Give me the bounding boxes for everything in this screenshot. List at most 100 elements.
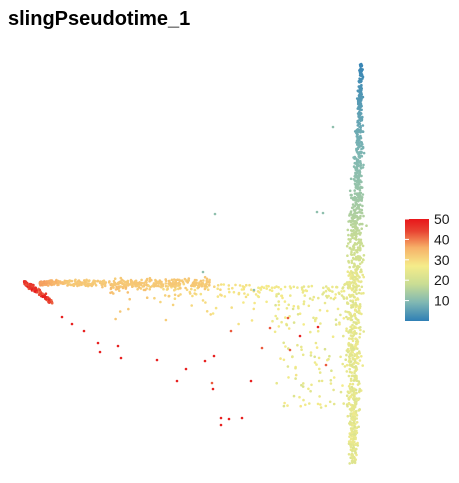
scatter-point-1294 <box>237 322 240 326</box>
scatter-point-1713 <box>153 284 156 288</box>
scatter-point-727 <box>349 438 353 441</box>
scatter-point-501 <box>348 435 351 439</box>
scatter-point-118 <box>358 359 362 362</box>
scatter-point-1065 <box>354 436 357 439</box>
scatter-point-1323 <box>167 294 171 298</box>
scatter-point-970 <box>357 291 361 295</box>
scatter-point-1397 <box>342 297 346 300</box>
scatter-point-665 <box>348 363 352 367</box>
scatter-point-1647 <box>93 281 96 285</box>
scatter-point-1336 <box>301 353 305 357</box>
scatter-point-1326 <box>126 291 130 294</box>
scatter-point-15 <box>350 250 353 254</box>
scatter-point-1757 <box>102 279 106 283</box>
scatter-point-1090 <box>358 208 361 211</box>
scatter-point-1021 <box>351 339 355 343</box>
scatter-point-1798 <box>134 279 138 283</box>
scatter-point-1123 <box>296 286 299 289</box>
scatter-point-793 <box>349 360 353 363</box>
scatter-point-1293 <box>298 312 302 316</box>
scatter-point-1209 <box>277 286 280 289</box>
scatter-point-1033 <box>355 447 358 451</box>
scatter-point-440 <box>349 379 353 383</box>
scatter-point-1407 <box>300 348 303 352</box>
scatter-point-1108 <box>145 296 149 300</box>
scatter-point-1188 <box>118 289 121 293</box>
scatter-point-1483 <box>187 277 191 280</box>
scatter-point-986 <box>357 122 361 126</box>
scatter-point-1380 <box>312 295 316 299</box>
scatter-point-869 <box>359 88 362 91</box>
scatter-point-631 <box>362 291 365 295</box>
scatter-point-1318 <box>271 319 274 323</box>
scatter-point-1300 <box>171 303 175 307</box>
scatter-point-1223 <box>274 314 278 318</box>
scatter-point-1479 <box>164 284 168 288</box>
scatter-point-1069 <box>359 238 363 242</box>
scatter-point-489 <box>351 229 354 233</box>
scatter-point-1759 <box>88 282 91 286</box>
scatter-point-649 <box>353 182 357 185</box>
scatter-point-435 <box>354 316 358 320</box>
scatter-point-1399 <box>296 313 300 316</box>
scatter-point-1986 <box>249 379 253 383</box>
scatter-point-1083 <box>362 330 366 333</box>
scatter-point-1093 <box>356 146 360 149</box>
scatter-point-655 <box>349 240 352 243</box>
scatter-point-581 <box>346 254 349 257</box>
scatter-point-773 <box>349 325 352 329</box>
scatter-point-1096 <box>354 392 357 395</box>
scatter-point-1374 <box>342 289 346 293</box>
scatter-point-1352 <box>341 384 344 387</box>
scatter-point-699 <box>353 325 356 328</box>
scatter-point-1298 <box>216 284 220 287</box>
scatter-point-1815 <box>201 281 204 285</box>
scatter-point-1478 <box>184 286 187 290</box>
scatter-point-1388 <box>282 404 286 408</box>
scatter-point-994 <box>355 453 358 457</box>
scatter-point-412 <box>352 222 355 226</box>
scatter-point-1265 <box>219 293 222 297</box>
scatter-point-1965 <box>47 298 51 302</box>
scatter-point-1054 <box>349 354 353 358</box>
scatter-point-1997 <box>331 125 335 129</box>
scatter-point-1989 <box>316 325 320 329</box>
scatter-point-1709 <box>197 282 201 286</box>
scatter-point-1406 <box>341 362 345 366</box>
scatter-point-1816 <box>112 279 116 283</box>
scatter-point-1032 <box>352 313 356 317</box>
scatter-point-1095 <box>356 158 360 162</box>
scatter-point-788 <box>354 289 357 292</box>
scatter-point-1387 <box>317 379 321 383</box>
scatter-point-1710 <box>170 284 174 288</box>
scatter-point-1402 <box>285 307 289 310</box>
scatter-point-1425 <box>317 296 320 300</box>
scatter-point-110 <box>353 242 357 245</box>
scatter-point-975 <box>360 118 363 121</box>
scatter-point-1350 <box>294 373 298 377</box>
scatter-point-1094 <box>359 73 363 77</box>
scatter-point-1045 <box>350 223 353 227</box>
scatter-point-1121 <box>128 297 131 301</box>
scatter-point-1314 <box>328 289 332 293</box>
scatter-point-244 <box>343 365 347 368</box>
scatter-point-1557 <box>126 283 130 286</box>
scatter-point-792 <box>354 410 358 414</box>
scatter-point-1283 <box>289 286 293 290</box>
scatter-point-1342 <box>315 346 319 349</box>
scatter-point-1799 <box>99 280 102 283</box>
scatter-point-1398 <box>319 403 322 406</box>
scatter-point-1312 <box>188 292 192 295</box>
scatter-point-520 <box>353 204 357 208</box>
scatter-point-1068 <box>353 271 357 275</box>
scatter-point-707 <box>349 334 353 337</box>
scatter-point-1968 <box>24 281 27 284</box>
scatter-point-998 <box>347 442 351 446</box>
scatter-point-1711 <box>173 285 177 289</box>
scatter-point-937 <box>351 442 355 445</box>
scatter-point-1670 <box>92 279 96 283</box>
scatter-point-1332 <box>292 304 296 308</box>
scatter-point-1059 <box>345 327 348 331</box>
scatter-point-870 <box>350 363 354 366</box>
scatter-point-1357 <box>273 330 277 334</box>
